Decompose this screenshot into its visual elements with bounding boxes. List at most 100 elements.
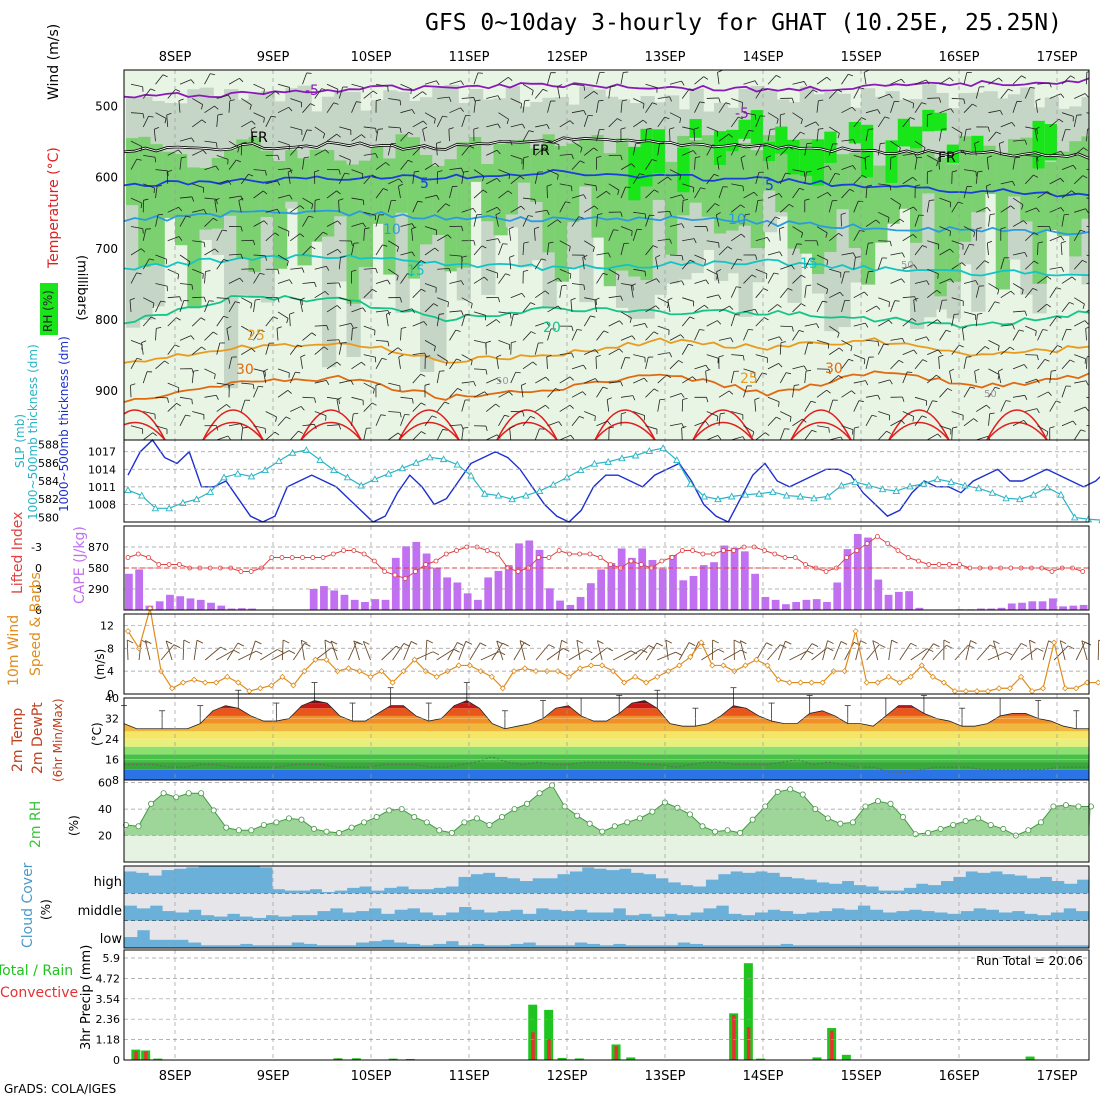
date-label-bottom: 12SEP (547, 1069, 588, 1084)
thickness-tick: 582 (38, 493, 59, 506)
cloud-gap-high (656, 866, 669, 878)
wind-barb-feather (1066, 329, 1071, 330)
wind-barb-feather (209, 301, 214, 302)
cloud-gap-low (857, 921, 870, 946)
rh-point (211, 808, 216, 813)
cloud-gap-high (124, 866, 137, 871)
wind-barb-surface-feather (184, 640, 190, 643)
cape-bar (638, 548, 646, 610)
cape-bar (392, 558, 400, 610)
lifted-index-point (342, 549, 346, 553)
panel-frame (124, 950, 1089, 1060)
rh-point (449, 830, 454, 835)
cloud-gap-high (272, 866, 285, 889)
cloud-gap-low (716, 921, 729, 946)
cloud-gap-middle (343, 893, 356, 912)
cloud-gap-middle (780, 893, 793, 911)
rh-point (650, 809, 655, 814)
date-label-bottom: 13SEP (645, 1069, 686, 1084)
thickness-point (537, 488, 543, 494)
date-label-bottom: 15SEP (841, 1069, 882, 1084)
wind-barb-feather (202, 446, 203, 451)
rh-point (274, 820, 279, 825)
cloud-gap-middle (806, 893, 819, 912)
cloud-gap-high (532, 866, 545, 878)
wind-barb-surface (657, 652, 675, 660)
cloud-gap-middle (433, 893, 446, 915)
cloud-gap-high (792, 866, 805, 878)
cape-bar (628, 558, 636, 610)
rh-point (324, 829, 329, 834)
lifted-index-point (670, 556, 674, 560)
cloud-gap-middle (317, 893, 330, 911)
rh-band-mid (224, 89, 238, 388)
cloud-gap-middle (523, 893, 536, 914)
wind-barb-feather (562, 285, 567, 286)
cloud-gap-low (433, 921, 446, 944)
cloud-gap-high (508, 866, 521, 878)
wind-barb-feather (192, 399, 193, 404)
rh-point (612, 824, 617, 829)
cloud-gap-high (990, 866, 1003, 871)
wind-barb-surface (127, 640, 128, 660)
rh-band-green (126, 138, 140, 205)
cloud-middle-label: middle (78, 904, 122, 919)
wind-barb-surface (900, 643, 911, 660)
cloud-gap-high (322, 866, 335, 892)
cloud-gap-middle (484, 893, 497, 912)
cloud-gap-middle (188, 893, 201, 909)
cloud-gap-middle (304, 893, 317, 915)
wind-label-2: Speed & Barbs (28, 572, 44, 676)
rh-point (362, 820, 367, 825)
cape-bar (803, 600, 811, 610)
wind-barb-surface (205, 647, 220, 660)
cloud-gap-middle (690, 893, 703, 912)
cloud-gap-high (730, 866, 743, 871)
date-label-top: 14SEP (743, 50, 784, 65)
wind-barb-surface (1021, 648, 1037, 660)
cloud-gap-high (545, 866, 558, 878)
cloud-gap-high (136, 866, 149, 873)
cloud-gap-high (495, 866, 508, 877)
cloud-gap-low (922, 921, 935, 946)
cape-bar (608, 563, 616, 610)
wind-barb-surface-feather (256, 651, 262, 654)
precip-total-legend: Total / Rain (0, 963, 73, 979)
wind-barb-surface-feather (563, 648, 569, 651)
wind-barb-surface-feather (255, 641, 261, 644)
temp-tick: 24 (105, 733, 119, 746)
cloud-gap-middle (574, 893, 587, 909)
cloud-gap-low (561, 921, 574, 946)
wind-barb-surface (778, 641, 785, 660)
precip-convective-bar (547, 1039, 551, 1060)
cloud-gap-middle (832, 893, 845, 908)
rh-point (600, 829, 605, 834)
cloud-gap-middle (356, 893, 369, 911)
cloud-gap-high (829, 866, 842, 884)
rh-point (249, 828, 254, 833)
isotherm-label: 10 (383, 222, 401, 238)
isotherm-label: FR (938, 150, 956, 166)
rh-point (800, 792, 805, 797)
temp-band (124, 770, 1089, 780)
cloud-gap-low (407, 921, 420, 944)
rh-band-green (592, 135, 606, 238)
cloud-gap-low (1025, 921, 1038, 946)
lifted-index-point (773, 552, 777, 556)
wind-speed-point (589, 663, 594, 668)
wind-barb-surface-feather (238, 643, 244, 646)
precip-convective-legend: Convective (0, 985, 78, 1001)
wind-barb-feather (155, 157, 156, 162)
wind-barb-surface-feather (892, 640, 898, 643)
cloud-gap-middle (664, 893, 677, 914)
cape-bar (741, 551, 749, 610)
cloud-gap-middle (793, 893, 806, 914)
rh-band-bright (886, 140, 900, 183)
wind-barb-surface (1010, 643, 1021, 660)
cloud-gap-middle (677, 893, 690, 915)
wind-barb (156, 397, 168, 398)
cloud-low-label: low (100, 932, 123, 947)
cape-bar (320, 586, 328, 610)
wind-barb-surface (426, 640, 427, 660)
wind-barb-surface-feather (718, 649, 724, 652)
